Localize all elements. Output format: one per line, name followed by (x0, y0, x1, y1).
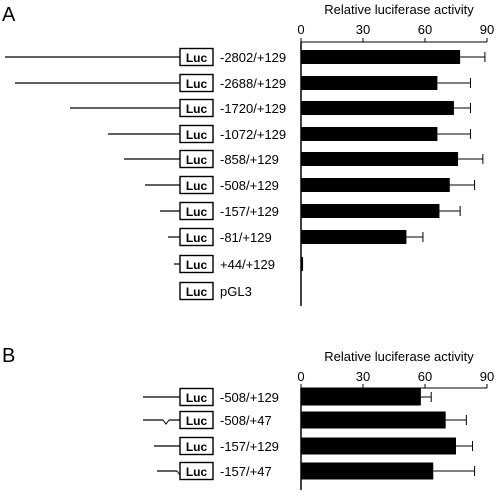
luc-box-0-8 (179, 254, 214, 274)
tick-label-0-2: 60 (418, 22, 432, 37)
category-label-0-8: +44/+129 (220, 257, 275, 272)
bar-0-3 (301, 127, 438, 141)
luc-label-0-5: Luc (186, 179, 208, 193)
bar-0-4 (301, 152, 459, 166)
bar-0-1 (301, 76, 438, 90)
tick-label-1-0: 0 (297, 369, 304, 384)
bar-0-0 (301, 50, 461, 64)
category-label-0-0: -2802/+129 (220, 50, 286, 65)
category-label-1-3: -157/+47 (220, 464, 272, 479)
luc-label-1-3: Luc (186, 465, 208, 479)
category-label-1-0: -508/+129 (220, 390, 279, 405)
tick-label-0-1: 30 (356, 22, 370, 37)
bar-1-1 (301, 411, 446, 429)
luc-label-0-7: Luc (186, 231, 208, 245)
luc-box-1-1 (179, 410, 214, 430)
bar-0-8 (301, 257, 304, 271)
tick-label-0-3: 90 (480, 22, 494, 37)
bar-0-5 (301, 178, 450, 192)
luc-box-0-2 (179, 98, 214, 118)
deletion-mark-1-1 (162, 419, 170, 425)
luc-box-1-2 (179, 436, 214, 456)
category-label-0-9: pGL3 (220, 284, 252, 299)
category-label-1-2: -157/+129 (220, 439, 279, 454)
tick-label-1-2: 60 (418, 369, 432, 384)
bar-1-0 (301, 388, 421, 406)
category-label-0-5: -508/+129 (220, 178, 279, 193)
x-axis-title-1: Relative luciferase activity (324, 349, 474, 364)
luc-label-0-9: Luc (186, 285, 208, 299)
luc-label-0-3: Luc (186, 128, 208, 142)
category-label-0-4: -858/+129 (220, 152, 279, 167)
category-label-0-3: -1072/+129 (220, 127, 286, 142)
category-label-0-1: -2688/+129 (220, 76, 286, 91)
luc-label-1-1: Luc (186, 414, 208, 428)
luc-label-0-2: Luc (186, 102, 208, 116)
luc-label-0-8: Luc (186, 258, 208, 272)
bar-0-2 (301, 101, 454, 115)
luc-box-0-6 (179, 201, 214, 221)
bar-1-2 (301, 437, 456, 455)
luc-label-1-2: Luc (186, 440, 208, 454)
luc-box-1-0 (179, 387, 214, 407)
luc-label-1-0: Luc (186, 391, 208, 405)
luc-box-1-3 (179, 461, 214, 481)
panel-a-letter: A (2, 4, 16, 26)
luc-box-0-1 (179, 73, 214, 93)
luc-label-0-4: Luc (186, 153, 208, 167)
bar-1-3 (301, 462, 434, 480)
category-label-1-1: -508/+47 (220, 413, 272, 428)
category-label-0-2: -1720/+129 (220, 101, 286, 116)
luc-label-0-1: Luc (186, 77, 208, 91)
tick-label-0-0: 0 (297, 22, 304, 37)
luc-box-0-0 (179, 47, 214, 67)
panel-b-letter: B (2, 345, 15, 367)
luc-label-0-6: Luc (186, 205, 208, 219)
bar-0-6 (301, 204, 440, 218)
luc-box-0-3 (179, 124, 214, 144)
luc-box-0-9 (179, 281, 214, 301)
luc-label-0-0: Luc (186, 51, 208, 65)
bar-0-7 (301, 230, 407, 244)
luc-box-0-7 (179, 227, 214, 247)
luc-box-0-5 (179, 175, 214, 195)
x-axis-title-0: Relative luciferase activity (324, 2, 474, 17)
tick-label-1-1: 30 (356, 369, 370, 384)
luc-box-0-4 (179, 149, 214, 169)
category-label-0-7: -81/+129 (220, 230, 272, 245)
tick-label-1-3: 90 (480, 369, 494, 384)
category-label-0-6: -157/+129 (220, 204, 279, 219)
